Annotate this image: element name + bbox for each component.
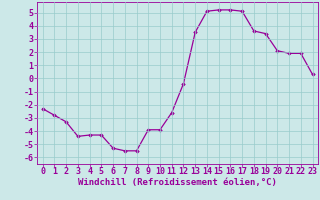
X-axis label: Windchill (Refroidissement éolien,°C): Windchill (Refroidissement éolien,°C) [78, 178, 277, 187]
